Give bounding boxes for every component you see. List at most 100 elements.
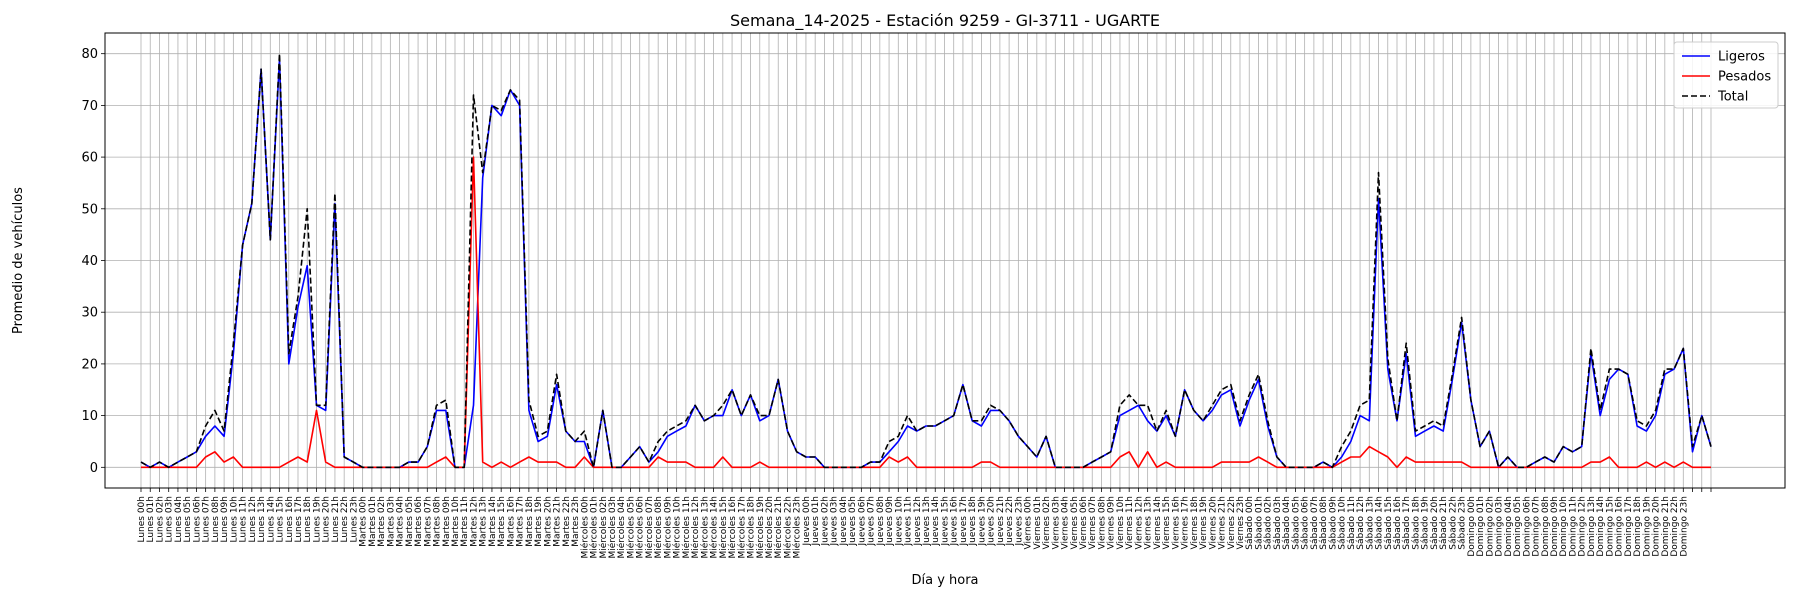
x-tick-label: Lunes 06h: [192, 496, 202, 543]
x-tick-label: Miércoles 14h: [709, 496, 720, 559]
x-tick-label: Viernes 08h: [1097, 496, 1107, 550]
x-tick-label: Lunes 15h: [276, 496, 286, 543]
x-tick-label: Jueves 20h: [987, 496, 997, 546]
x-tick-label: Domingo 10h: [1559, 496, 1569, 557]
x-tick-label: Jueves 23h: [1014, 496, 1024, 546]
y-tick-label: 50: [81, 202, 98, 217]
x-tick-label: Jueves 21h: [996, 496, 1006, 546]
series-lines: [140, 52, 1712, 469]
x-tick-label: Sábado 17h: [1402, 496, 1412, 550]
x-tick-label: Viernes 07h: [1088, 496, 1098, 550]
x-tick-label: Domingo 17h: [1624, 496, 1634, 557]
x-tick-label: Domingo 08h: [1541, 496, 1551, 557]
x-tick-label: Miércoles 18h: [746, 496, 757, 559]
x-tick-label: Jueves 10h: [894, 496, 904, 546]
x-tick-label: Miércoles 09h: [662, 496, 673, 559]
y-axis: 0 10 20 30 40 50 60 70 80: [81, 47, 105, 476]
x-tick-label: Lunes 18h: [303, 496, 313, 543]
x-tick-label: Martes 09h: [442, 496, 452, 547]
y-tick-label: 40: [81, 254, 98, 269]
series-line-ligeros: [140, 58, 1712, 469]
y-axis-label: Promedio de vehículos: [11, 187, 26, 334]
x-tick-label: Sábado 21h: [1439, 496, 1449, 550]
x-tick-label: Miércoles 13h: [699, 496, 710, 559]
x-tick-label: Sábado 12h: [1356, 496, 1366, 550]
x-tick-label: Sábado 10h: [1338, 496, 1348, 550]
y-tick-label: 30: [81, 306, 98, 321]
x-tick-label: Viernes 01h: [1033, 496, 1043, 550]
x-tick-label: Martes 12h: [469, 496, 479, 547]
x-tick-label: Miércoles 12h: [690, 496, 701, 559]
chart-title: Semana_14-2025 - Estación 9259 - GI-3711…: [730, 11, 1160, 31]
x-tick-label: Domingo 19h: [1642, 496, 1652, 557]
x-tick-label: Sábado 13h: [1365, 496, 1375, 550]
x-tick-label: Domingo 03h: [1495, 496, 1505, 557]
x-tick-label: Viernes 14h: [1153, 496, 1163, 550]
x-tick-label: Viernes 05h: [1070, 496, 1080, 550]
x-tick-label: Domingo 06h: [1522, 496, 1532, 557]
x-tick-label: Jueves 00h: [802, 496, 812, 546]
x-tick-label: Viernes 22h: [1227, 496, 1237, 550]
legend: Ligeros Pesados Total: [1673, 41, 1779, 109]
x-tick-label: Domingo 13h: [1587, 496, 1597, 557]
x-tick-label: Martes 16h: [506, 496, 516, 547]
x-tick-label: Viernes 19h: [1199, 496, 1209, 550]
x-tick-label: Miércoles 10h: [672, 496, 683, 559]
x-tick-label: Domingo 18h: [1633, 496, 1643, 557]
x-tick-label: Jueves 09h: [885, 496, 895, 546]
x-tick-label: Sábado 16h: [1393, 496, 1403, 550]
x-tick-label: Miércoles 17h: [736, 496, 747, 559]
x-tick-label: Martes 07h: [423, 496, 433, 547]
x-tick-label: Miércoles 15h: [718, 496, 729, 559]
x-tick-label: Sábado 18h: [1411, 496, 1421, 550]
x-tick-label: Martes 03h: [386, 496, 396, 547]
legend-label-ligeros: Ligeros: [1718, 50, 1765, 65]
x-tick-label: Lunes 04h: [174, 496, 184, 543]
y-tick-label: 0: [90, 461, 98, 476]
x-tick-label: Lunes 10h: [229, 496, 239, 543]
x-tick-label: Martes 11h: [460, 496, 470, 547]
x-tick-label: Miércoles 16h: [727, 496, 738, 559]
x-tick-label: Lunes 07h: [202, 496, 212, 543]
legend-box: [1673, 41, 1779, 109]
x-tick-label: Sábado 04h: [1282, 496, 1292, 550]
x-tick-label: Lunes 11h: [239, 496, 249, 543]
x-tick-label: Martes 01h: [368, 496, 378, 547]
x-tick-label: Domingo 01h: [1476, 496, 1486, 557]
x-tick-label: Viernes 10h: [1116, 496, 1126, 550]
x-tick-label: Sábado 09h: [1328, 496, 1338, 550]
x-tick-label: Domingo 22h: [1670, 496, 1680, 557]
x-tick-label: Lunes 09h: [220, 496, 230, 543]
x-tick-label: Martes 23h: [571, 496, 581, 547]
x-tick-label: Lunes 16h: [285, 496, 295, 543]
x-tick-label: Jueves 17h: [959, 496, 969, 546]
x-tick-label: Viernes 23h: [1236, 496, 1246, 550]
legend-label-total: Total: [1717, 90, 1748, 105]
x-tick-label: Sábado 15h: [1384, 496, 1394, 550]
x-tick-label: Viernes 02h: [1042, 496, 1052, 550]
x-tick-label: Miércoles 05h: [625, 496, 636, 559]
x-tick-label: Jueves 03h: [830, 496, 840, 546]
x-tick-label: Sábado 07h: [1310, 496, 1320, 550]
x-tick-label: Domingo 15h: [1605, 496, 1615, 557]
y-tick-label: 10: [81, 409, 98, 424]
x-tick-label: Lunes 12h: [248, 496, 258, 543]
x-tick-label: Martes 21h: [553, 496, 563, 547]
x-tick-label: Domingo 04h: [1504, 496, 1514, 557]
x-tick-label: Jueves 18h: [968, 496, 978, 546]
x-tick-label: Jueves 07h: [867, 496, 877, 546]
x-tick-label: Martes 22h: [562, 496, 572, 547]
x-tick-label: Lunes 00h: [137, 496, 147, 543]
x-tick-label: Miércoles 07h: [644, 496, 655, 559]
x-tick-label: Miércoles 23h: [792, 496, 803, 559]
x-tick-label: Miércoles 01h: [589, 496, 600, 559]
x-axis-label: Día y hora: [911, 573, 978, 588]
grid: [105, 33, 1785, 488]
y-tick-label: 20: [81, 357, 98, 372]
x-tick-label: Martes 08h: [433, 496, 443, 547]
x-tick-label: Viernes 00h: [1024, 496, 1034, 550]
x-tick-label: Martes 04h: [396, 496, 406, 547]
x-tick-label: Jueves 13h: [922, 496, 932, 546]
x-tick-label: Domingo 11h: [1568, 496, 1578, 557]
x-tick-label: Miércoles 11h: [681, 496, 692, 559]
